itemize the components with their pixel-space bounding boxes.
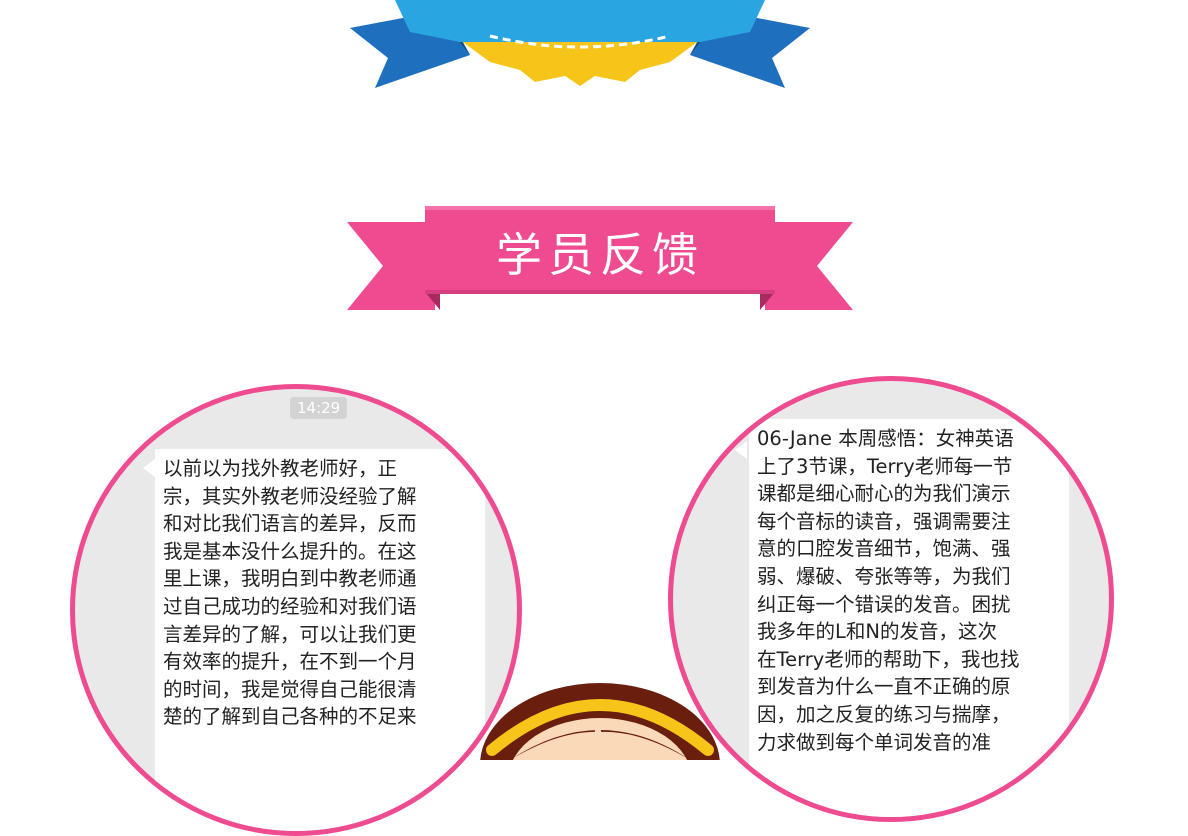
message-line: 有效率的提升，在不到一个月 <box>163 650 417 674</box>
message-line: 力求做到每个单词发音的准 <box>757 730 992 754</box>
message-line: 楚的了解到自己各种的不足来 <box>163 705 417 729</box>
message-line: 每个音标的读音，强调需要注 <box>757 509 1011 533</box>
message-line: 过自己成功的经验和对我们语 <box>163 594 417 618</box>
bubble-tail <box>143 459 155 477</box>
top-badge-decoration <box>350 0 810 88</box>
message-line: 因，加之反复的练习与揣摩， <box>757 702 1011 726</box>
section-ribbon <box>347 206 853 310</box>
message-line: 上了3节课，Terry老师每一节 <box>757 454 1013 478</box>
message-timestamp: 14:29 <box>290 397 348 419</box>
message-line: 到发音为什么一直不正确的原 <box>757 675 1011 699</box>
chat-bubble: 06-Jane 本周感悟：女神英语 上了3节课，Terry老师每一节 课都是细心… <box>749 419 1069 817</box>
feedback-card-right: 06-Jane 本周感悟：女神英语 上了3节课，Terry老师每一节 课都是细心… <box>668 376 1114 822</box>
message-line: 我是基本没什么提升的。在这 <box>163 539 417 563</box>
message-line: 以前以为找外教老师好，正 <box>163 457 398 480</box>
message-line: 宗，其实外教老师没经验了解 <box>163 484 417 508</box>
message-line: 纠正每一个错误的发音。困扰 <box>757 592 1011 616</box>
message-line: 里上课，我明白到中教老师通 <box>163 567 417 591</box>
feedback-card-left: 14:29 以前以为找外教老师好，正 宗，其实外教老师没经验了解 和对比我们语言… <box>70 384 522 836</box>
message-line: 的时间，我是觉得自己能很清 <box>163 677 417 701</box>
message-line: 意的口腔发音细节，饱满、强 <box>757 537 1011 561</box>
message-line: 我多年的L和N的发音，这次 <box>757 620 997 644</box>
message-line: 言差异的了解，可以让我们更 <box>163 622 417 646</box>
bubble-tail <box>735 441 747 459</box>
message-line: 在Terry老师的帮助下，我也找 <box>757 647 1020 671</box>
message-line: 课都是细心耐心的为我们演示 <box>757 482 1011 506</box>
section-title: 学员反馈 <box>496 228 704 282</box>
message-line: 弱、爆破、夸张等等，为我们 <box>757 564 1011 588</box>
message-line: 和对比我们语言的差异，反而 <box>163 512 417 536</box>
message-line: 06-Jane 本周感悟：女神英语 <box>757 427 1014 450</box>
chat-bubble: 以前以为找外教老师好，正 宗，其实外教老师没经验了解 和对比我们语言的差异，反而… <box>155 449 485 831</box>
